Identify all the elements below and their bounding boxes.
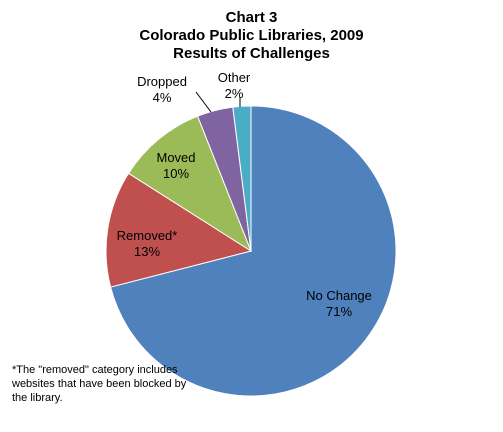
slice-pct-moved: 10% bbox=[163, 166, 189, 181]
footnote: *The "removed" category includes website… bbox=[12, 364, 187, 404]
pie-slice-removed bbox=[105, 172, 253, 288]
chart-title-line-2: Colorado Public Libraries, 2009 bbox=[139, 27, 364, 44]
slice-pct-nochange: 71% bbox=[326, 304, 352, 319]
slice-label-dropped: Dropped bbox=[137, 74, 187, 89]
slice-label-nochange: No Change bbox=[306, 288, 372, 303]
slice-pct-other: 2% bbox=[225, 86, 244, 101]
leader-line-dropped bbox=[195, 91, 212, 113]
slice-pct-removed: 13% bbox=[134, 244, 160, 259]
pie-slice-other bbox=[232, 105, 252, 252]
chart-title-line-1: Chart 3 bbox=[225, 9, 278, 26]
chart-title-line-3: Results of Challenges bbox=[173, 45, 330, 62]
pie-slice-moved bbox=[127, 115, 253, 253]
slice-label-removed: Removed* bbox=[117, 228, 178, 243]
slice-pct-dropped: 4% bbox=[153, 90, 172, 105]
pie-slice-nochange bbox=[109, 105, 397, 397]
slice-label-moved: Moved bbox=[156, 150, 195, 165]
slice-label-other: Other bbox=[218, 70, 251, 85]
